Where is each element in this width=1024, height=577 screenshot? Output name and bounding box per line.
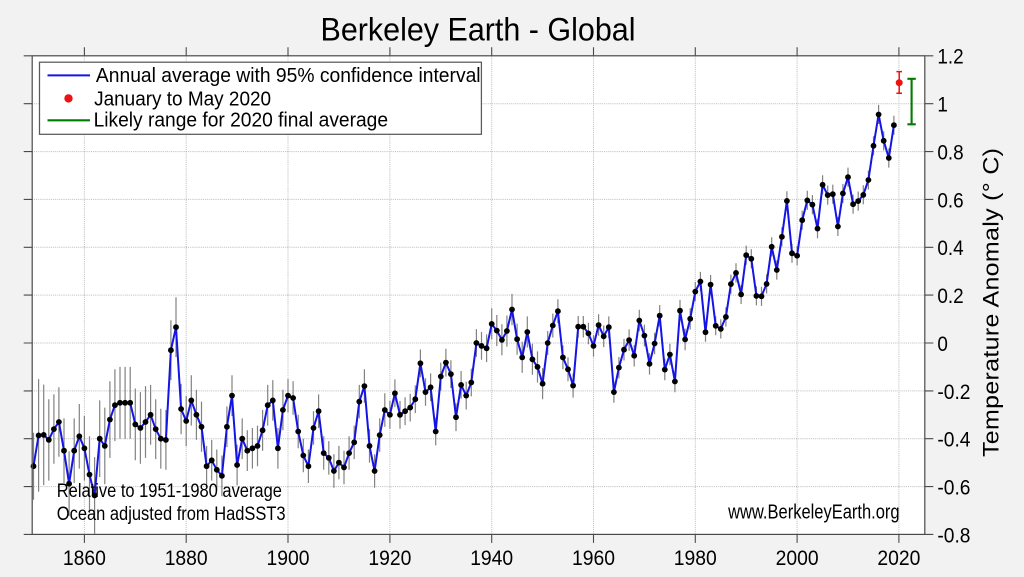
svg-text:1900: 1900 [267,546,310,570]
svg-text:-0.8: -0.8 [937,524,970,547]
svg-text:0: 0 [937,333,948,356]
svg-text:1940: 1940 [470,546,513,570]
svg-text:1960: 1960 [572,546,615,570]
svg-text:1920: 1920 [368,546,411,570]
svg-text:1.2: 1.2 [937,46,963,69]
svg-text:Temperature Anomaly (° C): Temperature Anomaly (° C) [978,148,1004,457]
svg-text:1: 1 [937,94,948,117]
svg-text:0.2: 0.2 [937,285,963,308]
svg-text:Relative to 1951-1980 average: Relative to 1951-1980 average [57,481,282,502]
svg-text:www.BerkeleyEarth.org: www.BerkeleyEarth.org [727,501,899,523]
svg-text:0.8: 0.8 [937,142,963,165]
svg-text:-0.6: -0.6 [937,477,970,500]
svg-text:0.4: 0.4 [937,237,964,260]
svg-text:2000: 2000 [776,546,819,570]
svg-text:-0.2: -0.2 [937,381,970,404]
svg-text:-0.4: -0.4 [937,429,970,452]
svg-text:Annual average with 95% confid: Annual average with 95% confidence inter… [96,65,481,87]
svg-text:Ocean adjusted from HadSST3: Ocean adjusted from HadSST3 [57,504,286,525]
svg-text:Berkeley Earth - Global: Berkeley Earth - Global [321,12,636,48]
svg-text:January to May 2020: January to May 2020 [94,89,271,111]
svg-text:2020: 2020 [877,546,920,570]
svg-text:Likely range for 2020 final av: Likely range for 2020 final average [94,110,388,132]
svg-text:1980: 1980 [674,546,717,570]
svg-text:0.6: 0.6 [937,189,963,212]
svg-text:1880: 1880 [165,546,208,570]
svg-text:1860: 1860 [63,546,106,570]
